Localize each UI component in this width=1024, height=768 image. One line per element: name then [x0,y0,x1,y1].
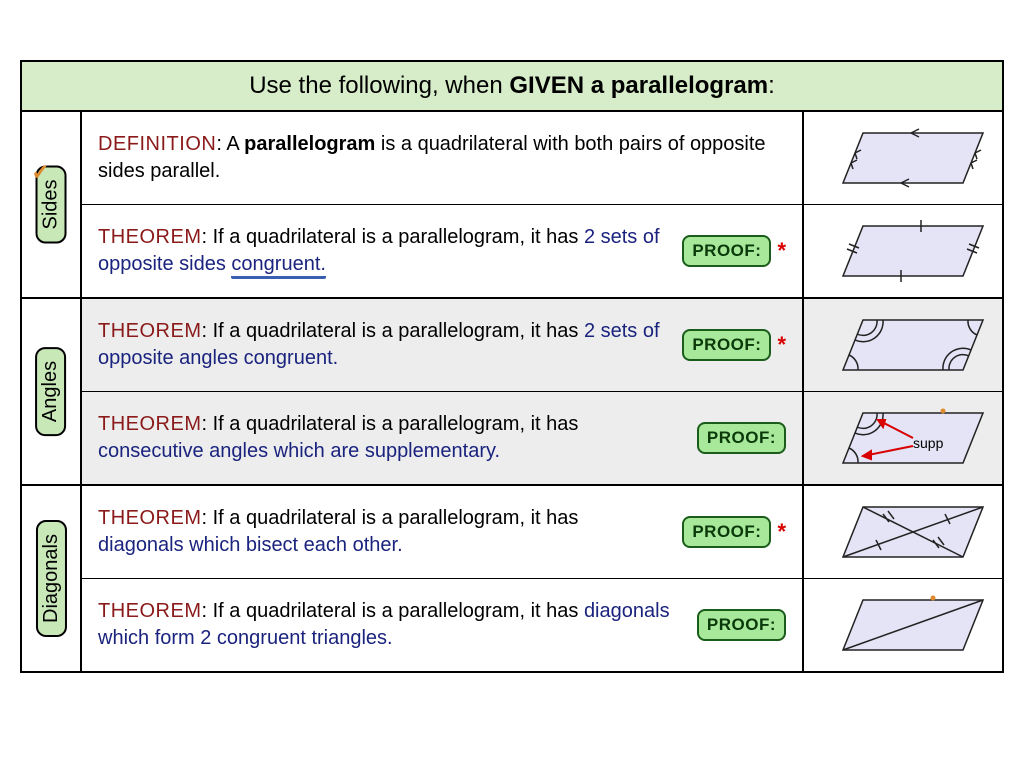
row-theorem-angles-1: THEOREM: If a quadrilateral is a paralle… [82,299,1002,392]
black-rest: If a quadrilateral is a parallelogram, i… [213,320,584,342]
figure-one-diagonal [813,585,993,665]
row-definition: DEFINITION: A parallelogram is a quadril… [82,112,1002,205]
header-row: Use the following, when GIVEN a parallel… [22,62,1002,112]
row-theorem-diag-1: THEOREM: If a quadrilateral is a paralle… [82,486,1002,579]
star-icon: * [777,330,786,360]
header-post: : [768,72,775,99]
check-icon: ✓ [31,160,49,186]
theorem-text: THEOREM: If a quadrilateral is a paralle… [82,486,802,578]
lead-label: THEOREM [98,507,202,529]
category-cell-diagonals: Diagonals [22,486,82,671]
category-pill-sides: Sides ✓ [36,165,67,243]
figure-cell [802,299,1002,391]
row-theorem-angles-2: THEOREM: If a quadrilateral is a paralle… [82,392,1002,484]
figure-supp-angles: supp [813,398,993,478]
section-angles: Angles THEOREM: If a quadrilateral is a … [22,299,1002,486]
lead-label: DEFINITION [98,133,216,155]
figure-cell [802,205,1002,297]
category-pill-angles: Angles [36,347,67,436]
category-cell-angles: Angles [22,299,82,484]
category-pill-diagonals: Diagonals [36,520,67,637]
section-sides: Sides ✓ DEFINITION: A parallelogram is a… [22,112,1002,299]
star-icon: * [777,517,786,547]
after-lead: : [202,226,213,248]
blue-underlined: congruent. [231,253,326,279]
star-icon: * [777,236,786,266]
category-label: Sides [40,179,62,229]
bold-term: parallelogram [244,133,375,155]
header-bold: GIVEN a parallelogram [509,72,768,99]
figure-parallel-arrows [813,118,993,198]
proof-wrap: PROOF: [697,609,786,642]
theorem-text: THEOREM: If a quadrilateral is a paralle… [82,392,802,484]
table-frame: Use the following, when GIVEN a parallel… [20,60,1004,673]
black-rest: If a quadrilateral is a parallelogram, i… [213,600,584,622]
figure-bisect-diagonals [813,492,993,572]
lead-label: THEOREM [98,413,202,435]
theorem-text: THEOREM: If a quadrilateral is a paralle… [82,205,802,297]
figure-cell [802,486,1002,578]
category-cell-sides: Sides ✓ [22,112,82,297]
after-lead: : A [216,133,244,155]
rows-angles: THEOREM: If a quadrilateral is a paralle… [82,299,1002,484]
proof-button[interactable]: PROOF: [682,516,771,549]
proof-button[interactable]: PROOF: [697,422,786,455]
proof-button[interactable]: PROOF: [682,329,771,362]
figure-opposite-angles [813,305,993,385]
header-pre: Use the following, when [249,72,509,99]
category-label: Angles [40,361,62,422]
figure-cell [802,579,1002,671]
black-rest: If a quadrilateral is a parallelogram, i… [213,507,579,529]
proof-wrap: PROOF: * [682,329,786,362]
theorem-text: THEOREM: If a quadrilateral is a paralle… [82,579,802,671]
row-theorem-sides: THEOREM: If a quadrilateral is a paralle… [82,205,1002,297]
proof-wrap: PROOF: [697,422,786,455]
lead-label: THEOREM [98,226,202,248]
figure-cell: supp [802,392,1002,484]
lead-label: THEOREM [98,320,202,342]
proof-button[interactable]: PROOF: [697,609,786,642]
after-lead: : [202,413,213,435]
lead-label: THEOREM [98,600,202,622]
black-rest: If a quadrilateral is a parallelogram, i… [213,413,579,435]
section-diagonals: Diagonals THEOREM: If a quadrilateral is… [22,486,1002,671]
supp-label: supp [913,435,944,451]
after-lead: : [202,507,213,529]
theorem-text: THEOREM: If a quadrilateral is a paralle… [82,299,802,391]
proof-wrap: PROOF: * [682,516,786,549]
proof-wrap: PROOF: * [682,235,786,268]
rows-diagonals: THEOREM: If a quadrilateral is a paralle… [82,486,1002,671]
definition-text: DEFINITION: A parallelogram is a quadril… [82,112,802,204]
category-label: Diagonals [40,534,62,623]
figure-congruent-sides [813,211,993,291]
blue-rest: consecutive angles which are supplementa… [98,440,500,462]
figure-cell [802,112,1002,204]
blue-rest: diagonals which bisect each other. [98,534,403,556]
rows-sides: DEFINITION: A parallelogram is a quadril… [82,112,1002,297]
row-theorem-diag-2: THEOREM: If a quadrilateral is a paralle… [82,579,1002,671]
after-lead: : [202,600,213,622]
proof-button[interactable]: PROOF: [682,235,771,268]
black-rest: If a quadrilateral is a parallelogram, i… [213,226,584,248]
after-lead: : [202,320,213,342]
